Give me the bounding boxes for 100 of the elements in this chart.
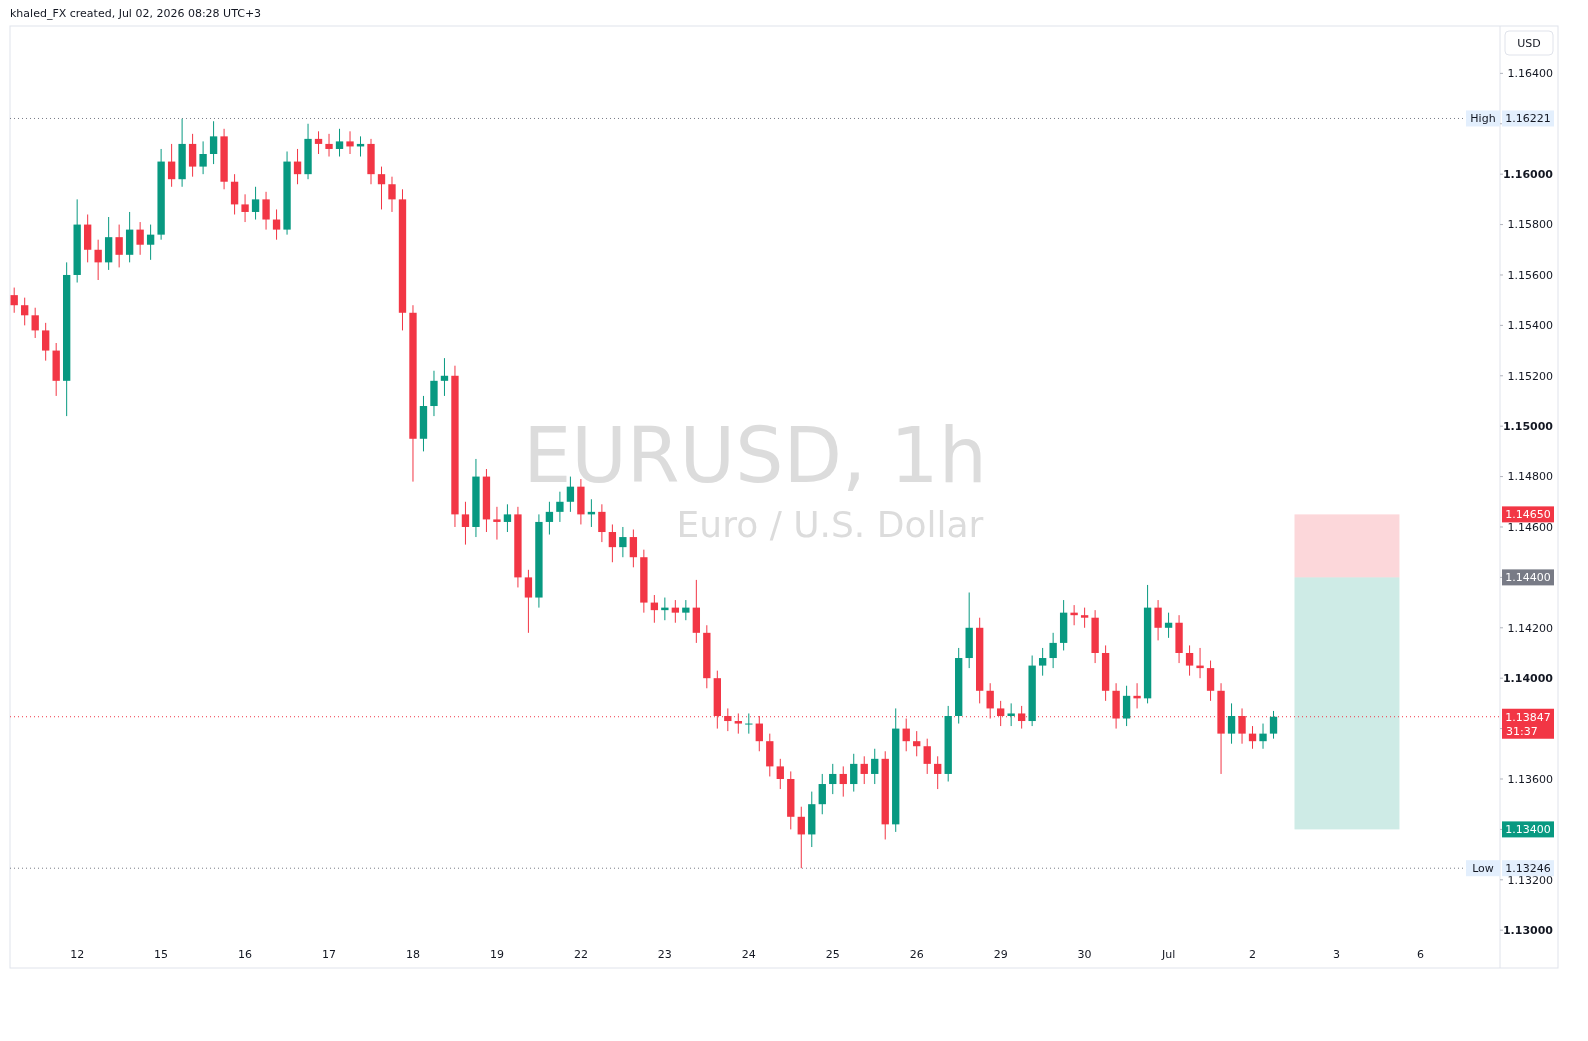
candlestick (115, 224, 123, 268)
candlestick (241, 193, 249, 223)
candlestick (608, 523, 617, 563)
y-tick-label: 1.14200 (1507, 621, 1553, 635)
candlestick (1164, 612, 1173, 639)
x-tick-label: 15 (154, 948, 169, 961)
candlestick (1185, 644, 1194, 677)
x-tick-label: 24 (741, 948, 756, 961)
x-tick-label: 6 (1416, 948, 1424, 961)
y-tick-label: 1.16400 (1507, 67, 1553, 81)
candlestick (797, 806, 805, 869)
candlestick (850, 753, 858, 793)
candlestick (776, 758, 784, 790)
candlestick (871, 748, 879, 785)
candlestick (829, 763, 837, 795)
candlestick (839, 765, 847, 798)
candlestick (1080, 607, 1089, 629)
candlestick (818, 773, 826, 815)
text: 31:37 (1506, 724, 1538, 738)
ref-line-label: 1.16221 (1505, 112, 1551, 126)
y-tick-label: 1.14000 (1502, 672, 1554, 686)
candlestick (1154, 599, 1162, 641)
candlestick (524, 569, 533, 634)
x-tick-label: 17 (322, 948, 337, 961)
y-tick-label: 1.14800 (1507, 470, 1553, 484)
x-tick-label: Jul (1160, 948, 1176, 961)
candlestick (21, 297, 29, 326)
text: 1.13400 (1505, 823, 1551, 837)
x-tick-label: 2 (1249, 948, 1257, 961)
x-tick-label: 29 (993, 948, 1008, 961)
candlestick (671, 599, 680, 624)
annotation: High (1470, 112, 1496, 126)
candlestick (860, 755, 868, 785)
y-tick-label: 1.15600 (1507, 268, 1553, 282)
candlestick (377, 166, 386, 210)
candlestick (556, 491, 564, 523)
x-tick-label: 3 (1332, 948, 1340, 961)
x-tick-label: 25 (825, 948, 840, 961)
candlestick (734, 712, 742, 735)
candlestick (1049, 632, 1057, 669)
candlestick (923, 738, 931, 775)
y-tick-label: 1.15200 (1507, 369, 1553, 383)
candlestick (745, 712, 753, 735)
x-tick-label: 12 (70, 948, 85, 961)
candlestick (1269, 710, 1278, 740)
text: khaled_FX created, Jul 02, 2026 08:28 UTC+3 (10, 7, 262, 20)
x-tick-label: 30 (1077, 948, 1092, 961)
candlestick (42, 322, 50, 362)
x-tick-label: 23 (657, 948, 672, 961)
candlestick (293, 148, 302, 185)
candlestick (629, 529, 638, 568)
text: 1.14400 (1505, 571, 1551, 585)
candlestick (598, 503, 606, 543)
candlestick (167, 143, 176, 188)
candlestick (31, 307, 39, 339)
candlestick (1038, 647, 1047, 677)
candlestick (272, 208, 281, 241)
candlestick (986, 682, 994, 720)
candlestick (1206, 660, 1215, 702)
candlestick (493, 506, 501, 541)
y-tick-label: 1.13000 (1502, 924, 1554, 938)
annotation: Low (1472, 862, 1494, 876)
x-tick-label: 18 (405, 948, 420, 961)
candlestick (230, 173, 239, 215)
y-tick-label: 1.13200 (1507, 873, 1553, 887)
text: 1.14650 (1505, 508, 1551, 522)
x-tick-label: 26 (909, 948, 924, 961)
text: USD (1517, 37, 1541, 50)
candlestick (335, 128, 344, 158)
ref-line-label: 1.13246 (1505, 862, 1551, 876)
candlestick (251, 186, 260, 221)
candlestick (262, 191, 270, 231)
candlestick (10, 287, 18, 314)
candlestick (388, 176, 396, 213)
candlestick (94, 239, 102, 281)
candlestick (545, 501, 554, 536)
x-tick-label: 22 (573, 948, 588, 961)
candlestick (1259, 723, 1267, 750)
candlestick (346, 130, 354, 155)
y-tick-label: 1.15400 (1507, 319, 1553, 333)
candlestick (934, 755, 942, 790)
y-tick-label: 1.13600 (1507, 772, 1553, 786)
candlestick (199, 140, 207, 175)
y-tick-label: 1.15800 (1507, 218, 1553, 232)
ref-line-label: 1.13847 (1505, 710, 1551, 724)
candlestick (188, 133, 197, 178)
y-tick-label: 1.14600 (1507, 520, 1553, 534)
y-tick-label: 1.16000 (1502, 168, 1554, 182)
y-tick-label: 1.15000 (1502, 420, 1554, 434)
candlestick (440, 357, 449, 397)
candlestick (136, 221, 144, 256)
candlestick (902, 718, 910, 752)
candlestick (325, 133, 333, 158)
candlestick (1227, 702, 1236, 745)
candlestick (503, 503, 512, 533)
candlestick (461, 501, 470, 546)
candlestick (619, 526, 627, 558)
candlestick (682, 599, 690, 621)
candlestick (146, 224, 155, 261)
candlestick (1007, 702, 1015, 727)
